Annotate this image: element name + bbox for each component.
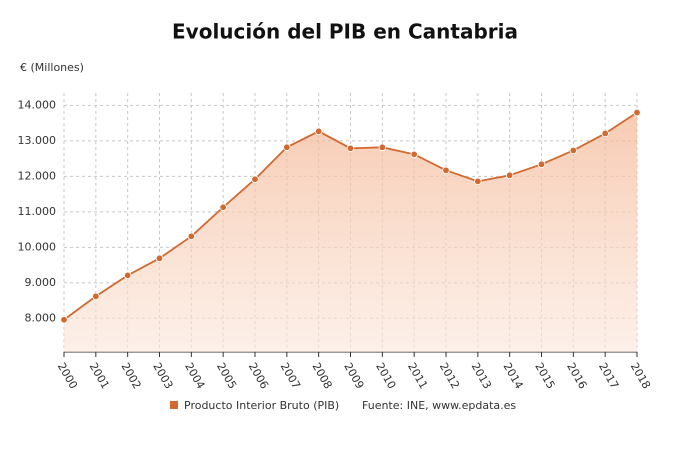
- point: [442, 166, 450, 175]
- y-tick-label: 8.000: [25, 311, 57, 324]
- x-tick-label: 2001: [87, 361, 112, 392]
- point: [92, 292, 100, 300]
- x-tick-label: 2014: [500, 361, 525, 392]
- point: [474, 177, 482, 186]
- y-tick-label: 13.000: [18, 134, 57, 147]
- area: [64, 112, 637, 352]
- legend-swatch: [170, 401, 178, 409]
- x-tick-label: 2016: [564, 361, 589, 392]
- y-tick-label: 14.000: [18, 98, 57, 111]
- x-tick-label: 2002: [118, 361, 143, 392]
- chart-title: Evolución del PIB en Cantabria: [172, 20, 518, 44]
- point: [410, 150, 418, 159]
- point: [251, 175, 259, 183]
- point: [155, 254, 164, 263]
- x-tick-label: 2003: [150, 361, 175, 392]
- x-tick-label: 2005: [214, 361, 239, 392]
- x-tick-label: 2008: [309, 361, 334, 392]
- x-tick-label: 2012: [437, 361, 462, 392]
- x-tick-label: 2010: [373, 361, 398, 392]
- point: [283, 143, 291, 151]
- x-tick-label: 2006: [246, 361, 271, 392]
- point: [314, 127, 323, 136]
- x-tick-label: 2017: [596, 361, 621, 392]
- point: [537, 160, 546, 169]
- point: [633, 108, 641, 117]
- x-tick-label: 2000: [55, 361, 80, 392]
- point: [601, 129, 609, 138]
- point: [187, 232, 196, 241]
- x-tick-label: 2013: [469, 361, 494, 392]
- point: [378, 143, 387, 151]
- legend-label: Producto Interior Bruto (PIB): [184, 399, 339, 412]
- x-tick-label: 2004: [182, 361, 207, 392]
- source: Fuente: INE, www.epdata.es: [362, 399, 516, 412]
- point: [123, 271, 132, 280]
- x-tick-label: 2011: [405, 361, 430, 392]
- y-tick-label: 9.000: [25, 276, 57, 289]
- y-tick-label: 12.000: [18, 169, 57, 182]
- x-tick-label: 2009: [341, 361, 366, 392]
- y-tick-label: 11.000: [18, 205, 57, 218]
- y-axis-label: € (Millones): [20, 61, 84, 74]
- y-tick-label: 10.000: [18, 240, 57, 253]
- x-tick-label: 2018: [628, 361, 653, 392]
- point: [219, 203, 227, 211]
- x-tick-label: 2007: [278, 361, 303, 392]
- point: [346, 144, 355, 153]
- point: [505, 171, 514, 180]
- point: [569, 146, 578, 155]
- point: [60, 316, 68, 324]
- x-tick-label: 2015: [532, 361, 557, 392]
